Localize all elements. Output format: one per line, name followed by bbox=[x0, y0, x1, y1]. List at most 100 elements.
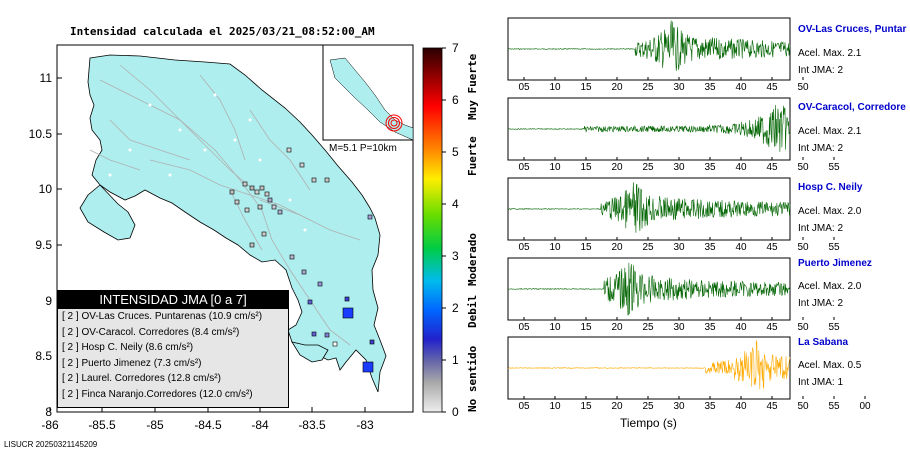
map-ytick: 8 bbox=[45, 405, 52, 419]
waveform-trace bbox=[507, 105, 791, 152]
nicoya-peninsula bbox=[79, 184, 136, 241]
station-jma: Int JMA: 2 bbox=[798, 298, 844, 309]
station-accel: Acel. Max. 2.0 bbox=[798, 281, 862, 292]
waveform-trace bbox=[507, 182, 791, 233]
waveform-tick-label: 45 bbox=[766, 242, 778, 253]
map-xtick: -85.5 bbox=[88, 418, 116, 432]
station-accel: Acel. Max. 2.0 bbox=[798, 206, 862, 217]
map-ytick: 9.5 bbox=[35, 238, 52, 252]
colorbar-label: 7 bbox=[452, 41, 459, 55]
waveform-tick-label: 35 bbox=[704, 242, 716, 253]
station-name: OV-Caracol, Corredore bbox=[798, 102, 906, 113]
map-xtick: -86 bbox=[41, 418, 59, 432]
waveform-tick-label: 40 bbox=[735, 322, 747, 333]
map-xtick: -84.5 bbox=[194, 418, 222, 432]
inset-land bbox=[329, 57, 414, 141]
waveform-tick-label: 20 bbox=[611, 242, 623, 253]
station-name: La Sabana bbox=[798, 337, 849, 348]
colorbar-label: 6 bbox=[452, 93, 459, 107]
map-title: Intensidad calculada el 2025/03/21_08:52… bbox=[70, 25, 375, 38]
time-axis-label: Tiempo (s) bbox=[620, 416, 677, 430]
colorbar-category: No sentido bbox=[466, 345, 479, 412]
station-name: OV-Las Cruces, Puntar bbox=[798, 24, 907, 35]
colorbar-label: 1 bbox=[452, 353, 459, 367]
colorbar-category: Moderado bbox=[466, 233, 479, 286]
waveform-tick-label: 40 bbox=[735, 401, 747, 412]
waveform-tick-label: 50 bbox=[797, 162, 809, 173]
station-accel: Acel. Max. 0.5 bbox=[798, 360, 862, 371]
station-jma: Int JMA: 1 bbox=[798, 377, 844, 388]
town-markers bbox=[108, 93, 307, 232]
legend-title: INTENSIDAD JMA [0 a 7] bbox=[58, 291, 288, 309]
waveform-tick-label: 45 bbox=[766, 322, 778, 333]
station-name: Hosp C. Neily bbox=[798, 182, 863, 193]
colorbar-label: 0 bbox=[452, 405, 459, 419]
map-ytick: 8.5 bbox=[35, 349, 52, 363]
waveform-tick-label: 40 bbox=[735, 82, 747, 93]
waveform-tick-label: 55 bbox=[828, 401, 840, 412]
waveform-tick-label: 25 bbox=[642, 401, 654, 412]
colorbar-category: Muy Fuerte bbox=[466, 53, 479, 120]
colorbar-label: 2 bbox=[452, 301, 459, 315]
waveform-panels bbox=[507, 17, 866, 400]
waveform-tick-label: 05 bbox=[518, 322, 530, 333]
map-xtick: -83 bbox=[356, 418, 374, 432]
waveform-tick-label: 15 bbox=[580, 82, 592, 93]
waveform-tick-label: 05 bbox=[518, 401, 530, 412]
map-ytick: 10.5 bbox=[28, 127, 52, 141]
waveform-tick-label: 45 bbox=[766, 401, 778, 412]
colorbar-label: 5 bbox=[452, 145, 459, 159]
waveform-tick-label: 25 bbox=[642, 322, 654, 333]
waveform-tick-label: 55 bbox=[828, 242, 840, 253]
legend-row: [ 2 ] OV-Caracol. Corredores (8.4 cm/s²) bbox=[62, 326, 240, 338]
waveform-tick-label: 10 bbox=[549, 82, 561, 93]
map-ytick: 11 bbox=[39, 71, 52, 85]
waveform-trace bbox=[507, 340, 791, 390]
map-ytick: 9 bbox=[45, 294, 52, 308]
legend-row: [ 2 ] Finca Naranjo.Corredores (12.0 cm/… bbox=[62, 388, 253, 400]
waveform-tick-label: 20 bbox=[611, 322, 623, 333]
waveform-tick-label: 00 bbox=[859, 401, 871, 412]
legend-row: [ 2 ] Hosp C. Neily (8.6 cm/s²) bbox=[62, 342, 194, 354]
waveform-tick-label: 05 bbox=[518, 162, 530, 173]
station-name: Puerto Jimenez bbox=[798, 258, 872, 269]
waveform-tick-label: 35 bbox=[704, 322, 716, 333]
colorbar-label: 4 bbox=[452, 197, 459, 211]
legend-row: [ 2 ] Puerto Jimenez (7.3 cm/s²) bbox=[62, 357, 202, 369]
waveform-tick-label: 15 bbox=[580, 401, 592, 412]
colorbar bbox=[422, 47, 443, 413]
map-xtick: -83.5 bbox=[298, 418, 326, 432]
waveform-tick-label: 55 bbox=[828, 162, 840, 173]
map-xtick: -85 bbox=[146, 418, 164, 432]
waveform-tick-label: 45 bbox=[766, 162, 778, 173]
waveform-tick-label: 50 bbox=[797, 322, 809, 333]
waveform-tick-label: 20 bbox=[611, 162, 623, 173]
waveform-tick-label: 10 bbox=[549, 322, 561, 333]
colorbar-label: 3 bbox=[452, 249, 459, 263]
waveform-tick-label: 25 bbox=[642, 162, 654, 173]
waveform-tick-label: 30 bbox=[673, 82, 685, 93]
waveform-tick-label: 50 bbox=[797, 82, 809, 93]
colorbar-category: Debil bbox=[466, 294, 479, 328]
waveform-tick-label: 10 bbox=[549, 242, 561, 253]
waveform-tick-label: 40 bbox=[735, 242, 747, 253]
inset-epicenter-icon bbox=[385, 114, 403, 132]
map-ytick: 10 bbox=[38, 182, 52, 196]
waveform-trace bbox=[508, 20, 791, 71]
legend-row: [ 2 ] OV-Las Cruces. Puntarenas (10.9 cm… bbox=[62, 311, 263, 322]
waveform-tick-label: 05 bbox=[518, 242, 530, 253]
intensity-legend: INTENSIDAD JMA [0 a 7] [ 2 ] OV-Las Cruc… bbox=[57, 290, 289, 408]
inset-magnitude-label: M=5.1 P=10km bbox=[329, 143, 397, 154]
waveform-tick-label: 30 bbox=[673, 401, 685, 412]
station-accel: Acel. Max. 2.1 bbox=[798, 126, 862, 137]
waveform-tick-label: 35 bbox=[704, 162, 716, 173]
osa-peninsula bbox=[291, 341, 329, 363]
footer-id: LISUCR 20250321145209 bbox=[4, 440, 98, 449]
legend-row: [ 2 ] Laurel. Corredores (12.8 cm/s²) bbox=[62, 373, 221, 385]
waveform-tick-label: 30 bbox=[673, 322, 685, 333]
waveform-tick-label: 20 bbox=[611, 401, 623, 412]
colorbar-ticks bbox=[442, 47, 446, 413]
waveform-tick-label: 10 bbox=[549, 162, 561, 173]
waveform-tick-label: 45 bbox=[766, 82, 778, 93]
